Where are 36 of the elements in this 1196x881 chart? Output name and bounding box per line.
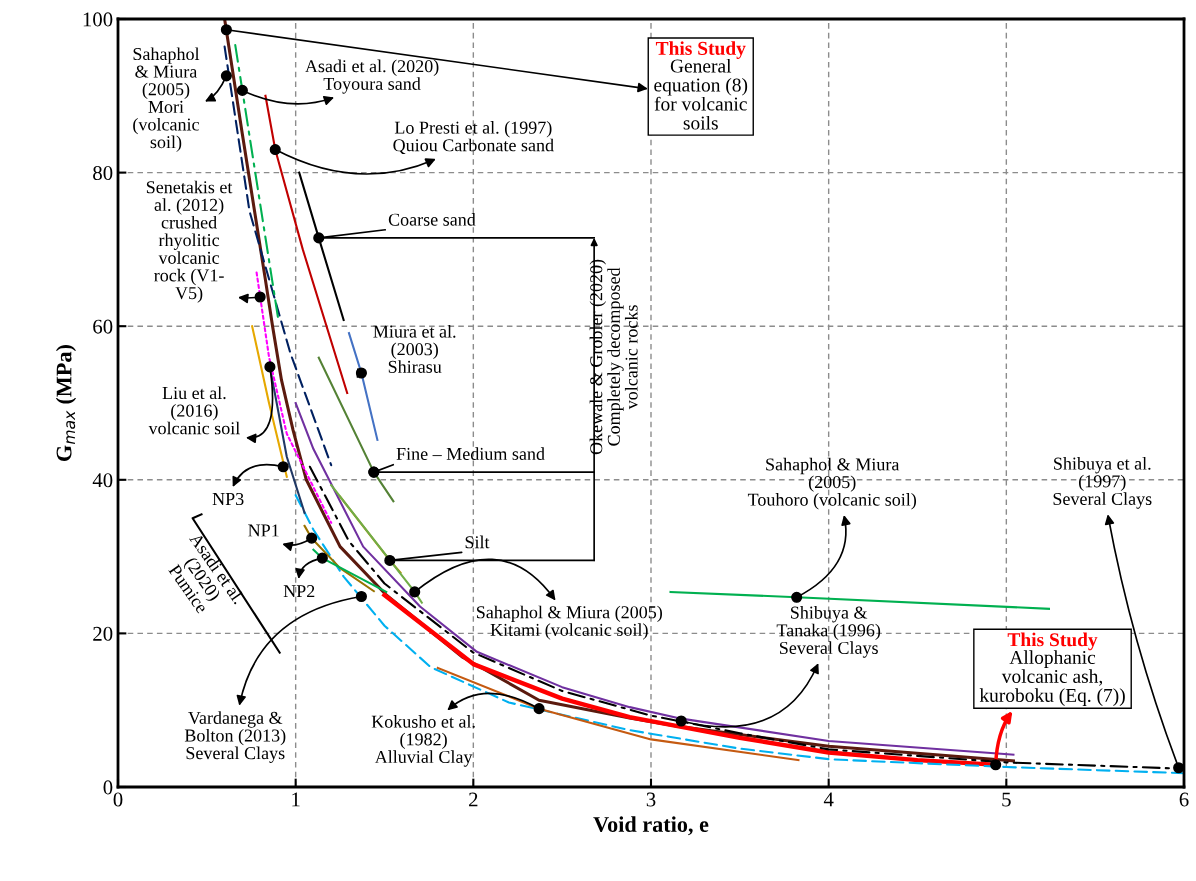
annotation: Liu et al. (2016) volcanic soil	[148, 386, 240, 435]
x-axis-title: Void ratio, e	[593, 816, 709, 836]
annotation: Okewale & Grobler (2020) Completely decomposed volcanic rocks	[589, 259, 638, 455]
annotation: Coarse sand	[388, 213, 476, 226]
y-tick-label: 100	[83, 12, 113, 27]
y-tick-label: 20	[93, 626, 113, 641]
annotation: Miura et al. (2003) Shirasu	[373, 324, 456, 373]
annotation: This Study General equation (8) for volcanic soils	[654, 41, 748, 130]
annotation: Sahaphol & Miura (2005) Mori (volcanic soil)	[133, 47, 200, 152]
x-tick-label: 4	[823, 792, 834, 807]
annotation: This Study Allophanic volcanic ash, kuroboku (Eq. (7))	[979, 632, 1125, 706]
y-axis-title: G$_{max}$ (MPa)	[55, 345, 77, 462]
x-tick-label: 6	[1179, 792, 1189, 807]
annotation: Fine – Medium sand	[396, 447, 545, 460]
x-tick-label: 5	[1002, 792, 1011, 807]
y-tick-label: 60	[93, 319, 113, 334]
annotation: NP2	[283, 585, 315, 598]
annotation: Lo Presti et al. (1997) Quiou Carbonate sand	[393, 121, 554, 155]
x-tick-label: 3	[646, 792, 656, 807]
annotation: Shibuya & Tanaka (1996) Several Clays	[776, 606, 881, 658]
annotation: Shibuya et al. (1997) Several Clays	[1053, 457, 1152, 509]
annotation: Asadi et al. (2020) Toyoura sand	[305, 59, 439, 94]
annotation: NP1	[248, 524, 279, 537]
x-tick-label: 0	[113, 792, 123, 807]
annotation: Sahaphol & Miura (2005) Touhoro (volcanic soil)	[747, 457, 917, 510]
annotation: Sahaphol & Miura (2005) Kitami (volcanic soil)	[476, 605, 662, 640]
annotation: Silt	[465, 535, 490, 549]
annotation: Vardanega & Bolton (2013) Several Clays	[184, 711, 286, 763]
y-tick-label: 40	[92, 473, 113, 488]
y-tick-label: 80	[93, 165, 113, 181]
annotation: NP3	[212, 492, 244, 506]
y-tick-label: 0	[103, 780, 113, 795]
x-tick-label: 2	[469, 792, 478, 807]
x-tick-label: 1	[292, 792, 300, 807]
annotation: Kokusho et al. (1982) Alluvial Clay	[371, 715, 475, 767]
annotation: Senetakis et al. (2012) crushed rhyolitic volcanic rock (V1- V5)	[146, 180, 233, 303]
